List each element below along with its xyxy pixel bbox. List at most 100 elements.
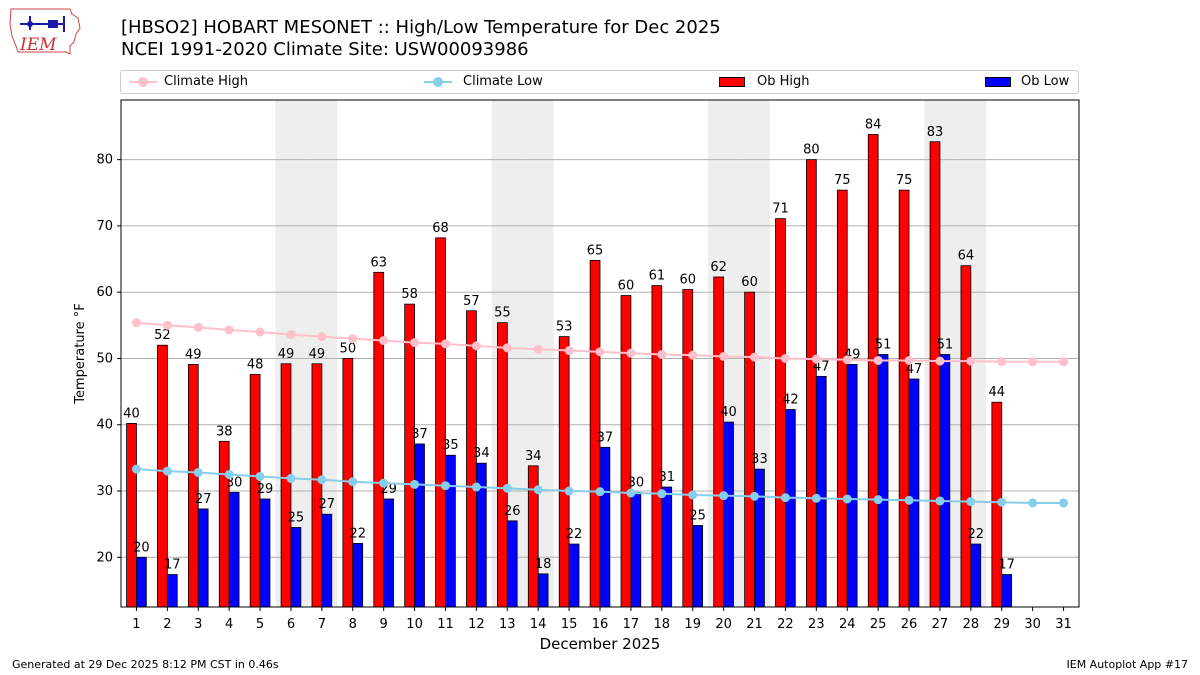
ob-low-label: 37 [597,430,614,445]
ob-high-label: 49 [185,347,202,362]
ob-low-bar [166,574,178,608]
ob-low-label: 27 [319,497,336,512]
ob-low-label: 22 [968,527,985,542]
ob-low-bar [259,498,271,608]
ob-low-bar [414,443,425,608]
ob-high-bar [187,364,199,608]
climate-high-point [842,355,852,365]
climate-high-point [904,355,914,365]
ob-low-label: 18 [535,557,552,572]
climate-low-point [348,477,358,487]
climate-low-point [502,483,512,493]
x-tick-label: 3 [194,617,202,632]
x-tick-label: 5 [256,617,264,632]
ob-high-label: 57 [463,294,480,309]
chart-title: [HBSO2] HOBART MESONET :: High/Low Tempe… [121,17,721,38]
footer-app: IEM Autoplot App #17 [1066,658,1189,671]
climate-low-point [193,467,203,477]
ob-low-label: 25 [288,510,305,525]
x-tick-label: 24 [839,617,856,632]
ob-low-bar [352,542,364,608]
ob-low-bar [692,525,703,608]
climate-low-point [286,473,296,483]
climate-low-point [626,488,636,498]
ob-high-label: 71 [772,202,789,217]
x-axis-label: December 2025 [540,635,661,653]
ob-low-label: 51 [875,337,892,352]
ob-high-bar [960,265,972,608]
climate-high-point [410,338,420,348]
x-tick-label: 6 [287,617,295,632]
climate-low-point [317,475,327,485]
ob-high-bar [806,159,817,608]
ob-low-bar [723,421,734,608]
ob-high-label: 75 [834,173,851,188]
ob-low-bar [846,364,858,608]
climate-high-point [1028,357,1038,367]
ob-low-bar [228,491,240,608]
x-tick-label: 9 [380,617,388,632]
x-tick-label: 15 [561,617,578,632]
climate-low-point [162,466,172,476]
ob-high-label: 63 [370,255,387,270]
ob-low-bar [136,556,147,608]
ob-low-label: 30 [226,475,243,490]
climate-high-point [780,353,790,363]
legend-climate-high: Climate High [164,74,249,89]
ob-high-label: 53 [556,320,573,335]
climate-low-point [842,494,852,504]
ob-low-label: 26 [504,504,521,519]
x-tick-label: 11 [437,617,454,632]
ob-low-bar [939,354,951,608]
climate-low-point [873,495,883,505]
ob-low-bar [785,409,796,608]
ob-high-label: 58 [401,287,418,302]
climate-low-point [440,481,450,491]
ob-low-label: 47 [906,362,923,377]
ob-high-label: 80 [803,143,820,158]
ob-low-bar [661,486,673,608]
ob-high-bar [373,271,385,608]
climate-high-point [595,347,605,357]
x-tick-label: 19 [684,617,701,632]
ob-high-swatch [719,77,745,87]
logo-text: IEM [19,35,57,55]
ob-high-label: 44 [989,385,1006,400]
ob-high-bar [558,336,570,608]
ob-high-bar [867,134,879,608]
climate-low-point [997,497,1007,507]
climate-high-point [471,341,481,351]
climate-low-point [379,478,389,488]
ob-low-swatch [985,77,1011,87]
climate-high-point [502,343,512,353]
ob-high-label: 65 [587,243,604,258]
ob-low-bar [568,543,580,608]
x-tick-label: 27 [932,617,949,632]
climate-high-point [1059,357,1069,367]
ob-low-bar [321,513,333,608]
climate-high-point [750,352,760,362]
x-tick-label: 29 [993,617,1010,632]
climate-high-point [379,336,389,346]
x-tick-label: 20 [715,617,732,632]
ob-low-label: 30 [628,475,645,490]
climate-high-point [719,351,729,361]
ob-low-bar [970,543,982,608]
x-tick-label: 21 [746,617,763,632]
ob-low-label: 25 [689,508,706,523]
ob-high-bar [651,285,663,608]
x-tick-label: 4 [225,617,233,632]
climate-high-point [162,320,172,330]
iem-logo: IEM [8,6,82,58]
x-tick-label: 18 [654,617,671,632]
climate-low-point [750,491,760,501]
ob-high-label: 61 [649,269,666,284]
climate-high-point [224,325,234,335]
ob-high-label: 64 [958,249,975,264]
ob-low-label: 22 [349,526,366,541]
ob-low-bar [877,354,889,608]
climate-high-point [966,356,976,366]
ob-high-bar [713,276,725,608]
climate-low-point [471,482,481,492]
legend-ob-high: Ob High [757,74,810,89]
